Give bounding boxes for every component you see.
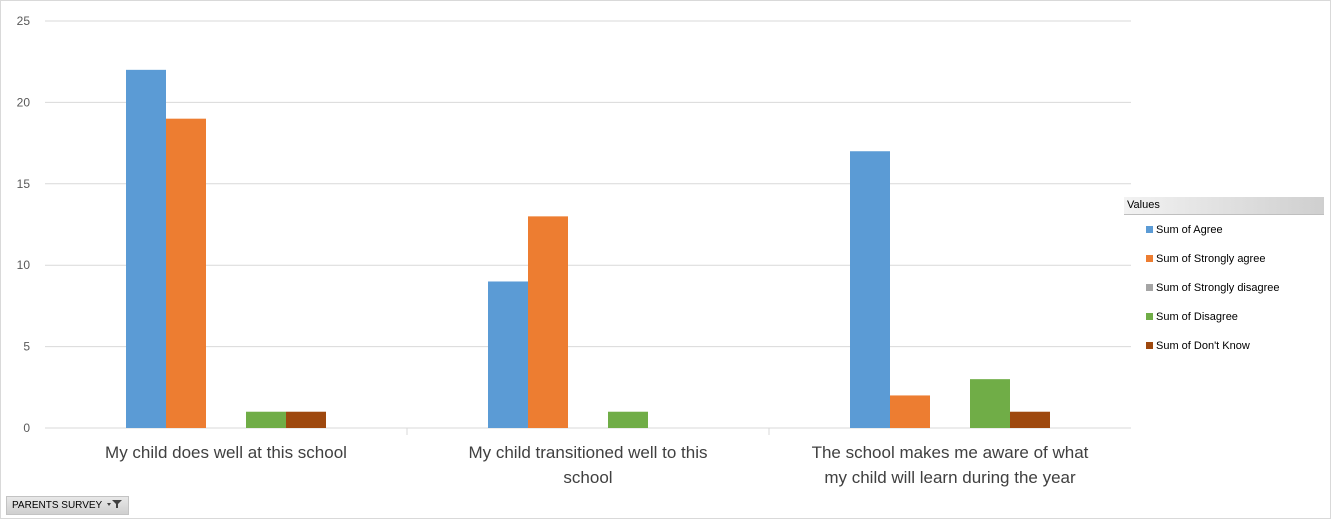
y-axis-ticks: 0 5 10 15 20 25 bbox=[17, 14, 31, 435]
legend-label: Sum of Don't Know bbox=[1156, 339, 1250, 352]
bar bbox=[850, 151, 890, 429]
bar bbox=[1010, 411, 1050, 428]
y-tick-label: 0 bbox=[23, 421, 30, 435]
legend-swatch bbox=[1146, 313, 1153, 320]
bar bbox=[528, 216, 568, 428]
legend-title: Values bbox=[1124, 197, 1324, 215]
filter-dropdown-icon bbox=[107, 499, 123, 512]
category-label: school bbox=[563, 468, 612, 487]
bar bbox=[970, 379, 1010, 428]
bar bbox=[166, 118, 206, 429]
legend-label: Sum of Agree bbox=[1156, 223, 1223, 236]
bar bbox=[286, 411, 326, 428]
bar bbox=[488, 281, 528, 428]
legend-item: Sum of Disagree bbox=[1124, 302, 1324, 331]
category-label: My child does well at this school bbox=[105, 443, 347, 462]
y-tick-label: 20 bbox=[17, 95, 31, 109]
filter-label: PARENTS SURVEY bbox=[12, 500, 103, 511]
category-label: my child will learn during the year bbox=[824, 468, 1076, 487]
legend-item: Sum of Agree bbox=[1124, 215, 1324, 244]
legend-swatch bbox=[1146, 342, 1153, 349]
legend-item: Sum of Strongly agree bbox=[1124, 244, 1324, 273]
y-tick-label: 15 bbox=[17, 177, 31, 191]
legend-items: Sum of Agree Sum of Strongly agree Sum of … bbox=[1124, 215, 1324, 360]
parents-survey-filter-button[interactable]: PARENTS SURVEY bbox=[6, 496, 130, 515]
y-tick-label: 10 bbox=[17, 258, 31, 272]
bar bbox=[126, 69, 166, 428]
y-tick-label: 5 bbox=[23, 340, 30, 354]
legend-label: Sum of Disagree bbox=[1156, 310, 1238, 323]
legend-swatch bbox=[1146, 226, 1153, 233]
x-axis-categories: My child does well at this school My chil… bbox=[105, 443, 1089, 487]
bar bbox=[608, 411, 648, 428]
legend-swatch bbox=[1146, 284, 1153, 291]
category-label: My child transitioned well to this bbox=[468, 443, 707, 462]
legend-label: Sum of Strongly agree bbox=[1156, 252, 1266, 265]
bar bbox=[890, 395, 930, 428]
y-tick-label: 25 bbox=[17, 14, 31, 28]
legend-item: Sum of Don't Know bbox=[1124, 331, 1324, 360]
legend-label: Sum of Strongly disagree bbox=[1156, 281, 1280, 294]
gridlines bbox=[45, 20, 1131, 435]
bars bbox=[126, 69, 1050, 429]
legend: Values Sum of Agree Sum of Strongly agree… bbox=[1124, 197, 1324, 360]
legend-item: Sum of Strongly disagree bbox=[1124, 273, 1324, 302]
bar bbox=[246, 411, 286, 428]
legend-swatch bbox=[1146, 255, 1153, 262]
category-label: The school makes me aware of what bbox=[812, 443, 1089, 462]
